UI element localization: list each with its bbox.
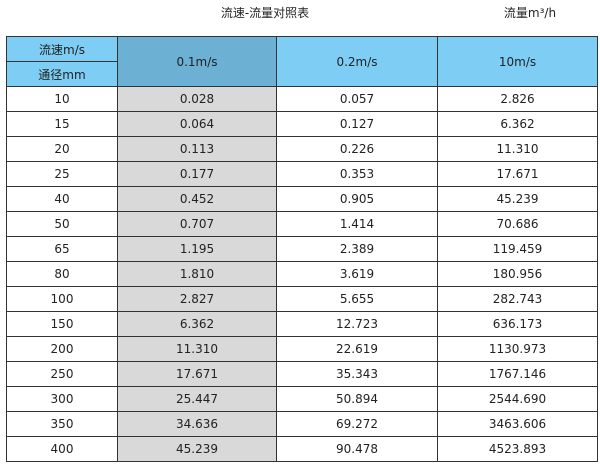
flow-cell: 70.686	[437, 211, 598, 237]
flow-cell: 0.028	[117, 86, 277, 112]
table-row: 150 6.362 12.723 636.173	[6, 311, 598, 337]
diameter-cell: 400	[6, 436, 118, 462]
flow-cell: 17.671	[437, 161, 598, 187]
flow-cell: 0.905	[276, 186, 438, 212]
flow-cell: 3463.606	[437, 411, 598, 437]
table-row: 100 2.827 5.655 282.743	[6, 286, 598, 312]
flow-cell: 45.239	[117, 436, 277, 462]
flow-cell: 35.343	[276, 361, 438, 387]
header-velocity: 流速m/s	[6, 36, 118, 62]
flow-cell: 11.310	[437, 136, 598, 162]
table-row: 40 0.452 0.905 45.239	[6, 186, 598, 212]
header-col-2: 0.2m/s	[276, 36, 438, 87]
flow-cell: 2544.690	[437, 386, 598, 412]
flow-cell: 1130.973	[437, 336, 598, 362]
flow-cell: 119.459	[437, 236, 598, 262]
diameter-cell: 50	[6, 211, 118, 237]
flow-cell: 0.113	[117, 136, 277, 162]
table-row: 200 11.310 22.619 1130.973	[6, 336, 598, 362]
flow-cell: 34.636	[117, 411, 277, 437]
flow-cell: 22.619	[276, 336, 438, 362]
diameter-cell: 150	[6, 311, 118, 337]
header-col-1: 0.1m/s	[117, 36, 277, 87]
table-row: 25 0.177 0.353 17.671	[6, 161, 598, 187]
flow-cell: 6.362	[117, 311, 277, 337]
flow-cell: 6.362	[437, 111, 598, 137]
diameter-cell: 80	[6, 261, 118, 287]
diameter-cell: 20	[6, 136, 118, 162]
flow-cell: 0.452	[117, 186, 277, 212]
diameter-cell: 25	[6, 161, 118, 187]
diameter-cell: 350	[6, 411, 118, 437]
flow-cell: 0.064	[117, 111, 277, 137]
diameter-cell: 40	[6, 186, 118, 212]
header-diameter: 通径mm	[6, 61, 118, 87]
flow-cell: 0.353	[276, 161, 438, 187]
table-row: 65 1.195 2.389 119.459	[6, 236, 598, 262]
flow-cell: 1.810	[117, 261, 277, 287]
flow-cell: 2.827	[117, 286, 277, 312]
flow-cell: 90.478	[276, 436, 438, 462]
flow-cell: 69.272	[276, 411, 438, 437]
diameter-cell: 250	[6, 361, 118, 387]
flow-cell: 4523.893	[437, 436, 598, 462]
flow-cell: 3.619	[276, 261, 438, 287]
flow-cell: 0.057	[276, 86, 438, 112]
flow-cell: 0.177	[117, 161, 277, 187]
diameter-cell: 100	[6, 286, 118, 312]
table-row: 300 25.447 50.894 2544.690	[6, 386, 598, 412]
flow-cell: 282.743	[437, 286, 598, 312]
flow-cell: 45.239	[437, 186, 598, 212]
flow-cell: 1.195	[117, 236, 277, 262]
flow-cell: 0.707	[117, 211, 277, 237]
flow-cell: 636.173	[437, 311, 598, 337]
table-row: 20 0.113 0.226 11.310	[6, 136, 598, 162]
flow-cell: 17.671	[117, 361, 277, 387]
flow-cell: 5.655	[276, 286, 438, 312]
table-row: 10 0.028 0.057 2.826	[6, 86, 598, 112]
header-col-3: 10m/s	[437, 36, 598, 87]
table-row: 400 45.239 90.478 4523.893	[6, 436, 598, 462]
diameter-cell: 10	[6, 86, 118, 112]
diameter-cell: 300	[6, 386, 118, 412]
diameter-cell: 200	[6, 336, 118, 362]
table-row: 350 34.636 69.272 3463.606	[6, 411, 598, 437]
flow-cell: 2.826	[437, 86, 598, 112]
diameter-cell: 65	[6, 236, 118, 262]
flow-cell: 50.894	[276, 386, 438, 412]
table-row: 80 1.810 3.619 180.956	[6, 261, 598, 287]
flow-cell: 1767.146	[437, 361, 598, 387]
table-row: 15 0.064 0.127 6.362	[6, 111, 598, 137]
flow-cell: 1.414	[276, 211, 438, 237]
flow-cell: 180.956	[437, 261, 598, 287]
table-row: 250 17.671 35.343 1767.146	[6, 361, 598, 387]
flow-table: 流速m/s 0.1m/s 0.2m/s 10m/s 通径mm 10 0.028 0.…	[6, 36, 598, 462]
flow-cell: 11.310	[117, 336, 277, 362]
diameter-cell: 15	[6, 111, 118, 137]
table-row: 50 0.707 1.414 70.686	[6, 211, 598, 237]
flow-cell: 0.226	[276, 136, 438, 162]
table-title: 流速-流量对照表	[220, 6, 310, 20]
flow-cell: 2.389	[276, 236, 438, 262]
unit-label: 流量m³/h	[503, 6, 557, 20]
flow-cell: 25.447	[117, 386, 277, 412]
flow-cell: 12.723	[276, 311, 438, 337]
flow-cell: 0.127	[276, 111, 438, 137]
